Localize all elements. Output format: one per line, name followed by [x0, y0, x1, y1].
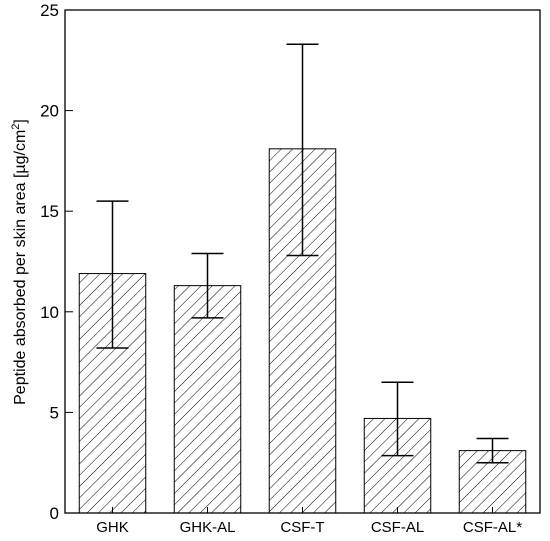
x-tick-label-4: CSF-AL* — [463, 519, 522, 536]
y-tick-label-5: 25 — [40, 1, 59, 20]
y-tick-label-4: 20 — [40, 102, 59, 121]
y-tick-label-3: 15 — [40, 202, 59, 221]
y-tick-label-0: 0 — [50, 504, 59, 523]
x-tick-label-1: GHK-AL — [180, 519, 236, 536]
x-tick-label-2: CSF-T — [280, 519, 324, 536]
y-tick-label-2: 10 — [40, 303, 59, 322]
x-tick-label-3: CSF-AL — [371, 519, 424, 536]
y-axis-ticks: 0 5 10 15 20 25 — [40, 1, 73, 523]
x-tick-label-0: GHK — [96, 519, 129, 536]
y-axis-title: Peptide absorbed per skin area [µg/cm2] — [10, 119, 29, 405]
x-axis-labels: GHK GHK-AL CSF-T CSF-AL CSF-AL* — [96, 507, 522, 536]
bar-1 — [173, 285, 242, 514]
error-bars-layer — [96, 43, 509, 464]
y-tick-label-1: 5 — [50, 403, 59, 422]
